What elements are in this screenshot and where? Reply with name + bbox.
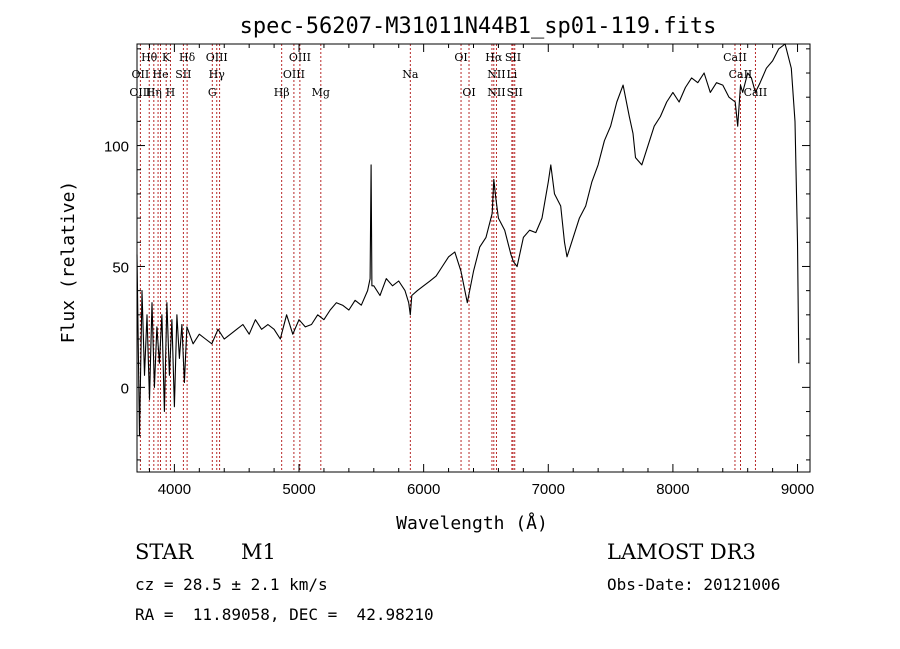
line-label: He (153, 68, 169, 81)
line-label: NII (487, 68, 505, 81)
line-label: Hγ (209, 68, 226, 81)
line-label: Hβ (274, 86, 290, 99)
line-label: K (162, 51, 171, 64)
x-tick-label: 6000 (407, 481, 440, 498)
obs-date: Obs-Date: 20121006 (607, 575, 780, 594)
line-label: OIII (283, 68, 305, 81)
line-label: OII (132, 68, 150, 81)
line-label: Na (402, 68, 419, 81)
line-label: SII (507, 86, 523, 99)
line-label: CaII (723, 51, 747, 64)
chart-title: spec-56207-M31011N44B1_sp01-119.fits (240, 14, 717, 39)
line-label: NII (487, 86, 505, 99)
line-label: Hη (146, 86, 162, 99)
line-label: SII (505, 51, 521, 64)
survey-name: LAMOST DR3 (607, 540, 756, 564)
line-label: OIII (129, 86, 151, 99)
coordinates: RA = 11.89058, DEC = 42.98210 (135, 605, 434, 624)
line-label: OIII (289, 51, 311, 64)
line-label: Mg (312, 86, 330, 99)
line-markers (139, 44, 756, 472)
line-label: G (208, 86, 217, 99)
y-axis-label: Flux (relative) (58, 181, 79, 344)
line-label: Hα (485, 51, 503, 64)
y-tick-label: 100 (104, 139, 129, 156)
x-axis-ticks: 4000 5000 6000 7000 8000 9000 (148, 44, 814, 498)
x-tick-label: 7000 (532, 481, 565, 498)
y-axis-ticks: 0 50 100 (104, 48, 810, 461)
object-type: STAR (135, 540, 194, 564)
flux-line (136, 43, 800, 437)
line-label: Hθ (141, 51, 158, 64)
y-tick-label: 50 (112, 259, 129, 276)
x-tick-label: 9000 (781, 481, 814, 498)
x-tick-label: 4000 (158, 481, 191, 498)
x-tick-label: 8000 (656, 481, 689, 498)
line-label: SII (175, 68, 191, 81)
subclass: M1 (241, 540, 276, 564)
line-label: OI (462, 86, 475, 99)
y-tick-label: 0 (121, 380, 129, 397)
line-label: OI (454, 51, 467, 64)
line-label: H (166, 86, 176, 99)
line-label: OIII (206, 51, 228, 64)
line-label: Hδ (179, 51, 196, 64)
plot-frame (136, 43, 811, 473)
x-tick-label: 5000 (282, 481, 315, 498)
redshift-cz: cz = 28.5 ± 2.1 km/s (135, 575, 328, 594)
line-label: Li (506, 68, 517, 81)
x-axis-label: Wavelength (Å) (396, 512, 548, 534)
